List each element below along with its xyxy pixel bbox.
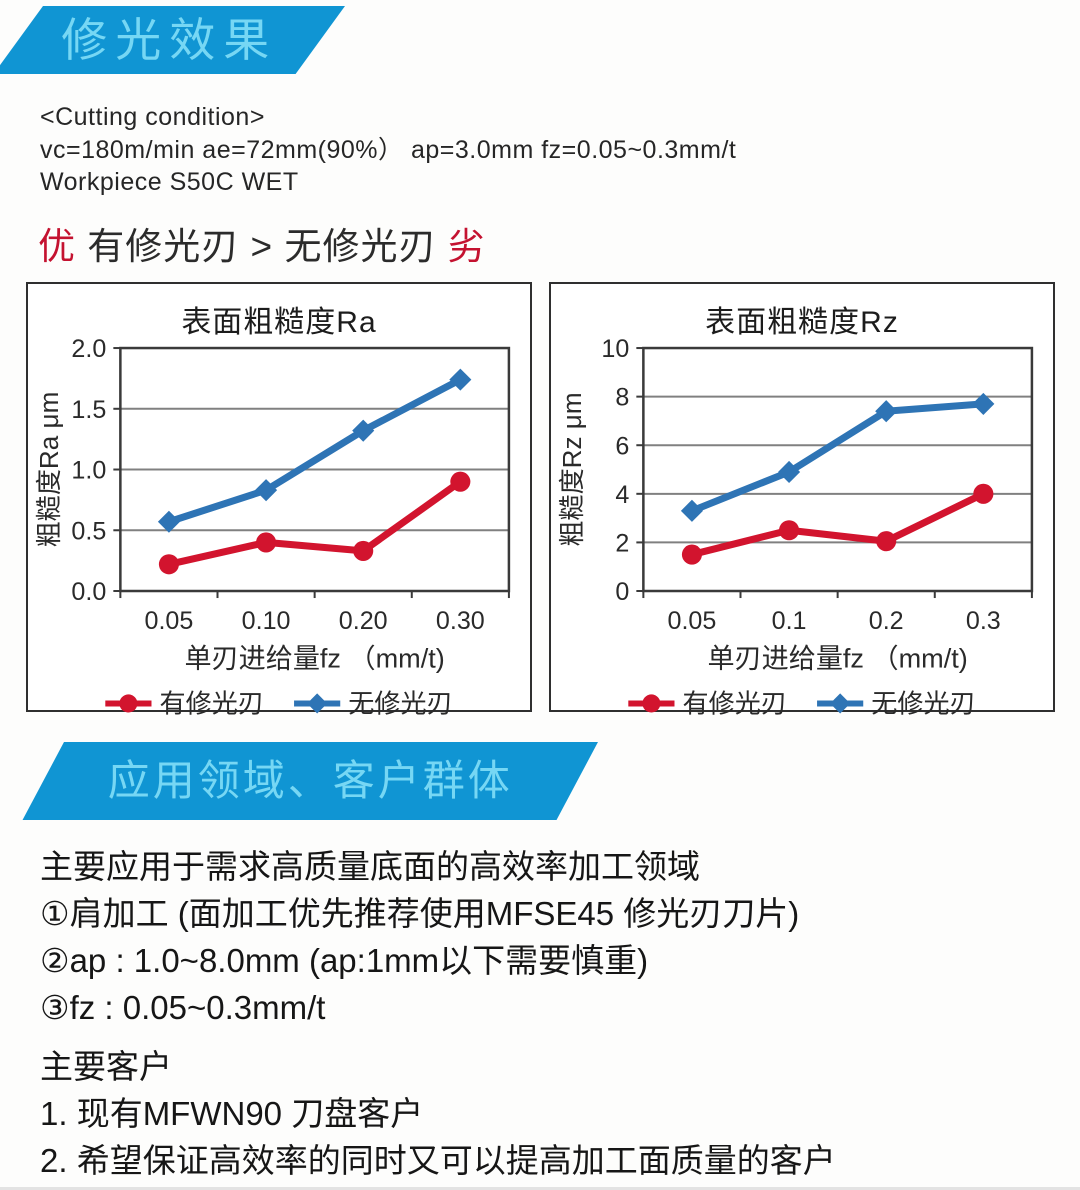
svg-text:4: 4 bbox=[615, 481, 629, 509]
svg-text:0.05: 0.05 bbox=[145, 607, 194, 635]
svg-text:6: 6 bbox=[615, 432, 629, 460]
svg-text:0.10: 0.10 bbox=[242, 607, 291, 635]
svg-text:0.3: 0.3 bbox=[966, 607, 1001, 635]
cutting-condition-heading: <Cutting condition> bbox=[40, 103, 265, 131]
svg-text:0.1: 0.1 bbox=[772, 607, 807, 635]
comparison-middle-text: 有修光刃 > 无修光刃 bbox=[87, 226, 437, 267]
application-item: ②ap : 1.0~8.0mm (ap:1mm以下需要慎重) bbox=[40, 942, 649, 979]
comparison-good-label: 优 bbox=[38, 226, 76, 267]
svg-text:2: 2 bbox=[615, 529, 629, 557]
customer-item: 1. 现有MFWN90 刀盘客户 bbox=[40, 1095, 424, 1132]
svg-text:单刃进给量fz （mm/t): 单刃进给量fz （mm/t) bbox=[707, 642, 967, 673]
svg-text:0.05: 0.05 bbox=[668, 607, 717, 635]
svg-text:0: 0 bbox=[615, 578, 629, 606]
customer-item: 2. 希望保证高效率的同时又可以提高加工面质量的客户 bbox=[40, 1142, 836, 1179]
comparison-statement: 优 有修光刃 > 无修光刃 劣 bbox=[38, 216, 486, 270]
customers-heading: 主要客户 bbox=[40, 1048, 172, 1085]
svg-text:0.5: 0.5 bbox=[71, 517, 106, 545]
svg-text:0.0: 0.0 bbox=[71, 578, 106, 606]
chart-rz-plot: 0 2 4 6 8 10 0.05 0.1 0.2 0.3 单刃进给量fz （mm/t) 粗糙度Rz … bbox=[557, 338, 1034, 716]
svg-text:1.0: 1.0 bbox=[71, 457, 106, 485]
comparison-bad-label: 劣 bbox=[447, 226, 486, 267]
section-title: 应用领域、客户群体 bbox=[107, 757, 513, 804]
chart-ra-box: 表面粗糙度Ra 0.0 0.5 1.0 1.5 2.0 0.05 0.10 0.20 0.30 单… bbox=[26, 282, 532, 716]
section-title: 修光效果 bbox=[61, 14, 278, 66]
cutting-condition-parameters: vc=180m/min ae=72mm(90%） ap=3.0mm fz=0.0… bbox=[40, 135, 737, 164]
svg-text:粗糙度Rz μm: 粗糙度Rz μm bbox=[557, 392, 587, 546]
application-item: ①肩加工 (面加工优先推荐使用MFSE45 修光刃刀片) bbox=[40, 895, 800, 932]
svg-text:无修光刃: 无修光刃 bbox=[348, 688, 452, 715]
svg-text:粗糙度Ra μm: 粗糙度Ra μm bbox=[34, 392, 64, 548]
application-intro: 主要应用于需求高质量底面的高效率加工领域 bbox=[40, 848, 700, 885]
cutting-condition-workpiece: Workpiece S50C WET bbox=[40, 168, 299, 196]
svg-text:单刃进给量fz （mm/t): 单刃进给量fz （mm/t) bbox=[184, 642, 444, 673]
svg-text:10: 10 bbox=[601, 338, 629, 363]
svg-text:0.20: 0.20 bbox=[339, 607, 388, 635]
customers-list: 1. 现有MFWN90 刀盘客户 2. 希望保证高效率的同时又可以提高加工面质量… bbox=[40, 1090, 836, 1184]
chart-rz-title: 表面粗糙度Rz bbox=[705, 306, 899, 339]
cutting-condition-block: <Cutting condition> vc=180m/min ae=72mm(… bbox=[40, 101, 736, 199]
chart-ra-plot: 0.0 0.5 1.0 1.5 2.0 0.05 0.10 0.20 0.30 单刃进给量fz （… bbox=[34, 338, 511, 716]
svg-text:0.2: 0.2 bbox=[869, 607, 904, 635]
svg-text:有修光刃: 有修光刃 bbox=[683, 688, 787, 715]
section-banner-applications: 应用领域、客户群体 bbox=[22, 742, 598, 820]
svg-text:2.0: 2.0 bbox=[71, 338, 106, 363]
chart-ra-title: 表面粗糙度Ra bbox=[181, 306, 377, 339]
svg-text:无修光刃: 无修光刃 bbox=[871, 688, 975, 715]
application-item: ③fz : 0.05~0.3mm/t bbox=[40, 989, 326, 1026]
section-banner-wiper-effect: 修光效果 bbox=[0, 6, 346, 74]
charts-row: 表面粗糙度Ra 0.0 0.5 1.0 1.5 2.0 0.05 0.10 0.20 0.30 单… bbox=[26, 282, 1056, 716]
svg-text:0.30: 0.30 bbox=[436, 607, 485, 635]
svg-text:有修光刃: 有修光刃 bbox=[160, 688, 264, 715]
chart-rz-box: 表面粗糙度Rz 0 2 4 6 8 10 0.05 0.1 0.2 0.3 单刃进给量fz （mm/… bbox=[549, 282, 1055, 716]
application-block: 主要应用于需求高质量底面的高效率加工领域 ①肩加工 (面加工优先推荐使用MFSE… bbox=[40, 843, 799, 1031]
svg-text:1.5: 1.5 bbox=[71, 396, 106, 424]
svg-text:8: 8 bbox=[615, 384, 629, 412]
